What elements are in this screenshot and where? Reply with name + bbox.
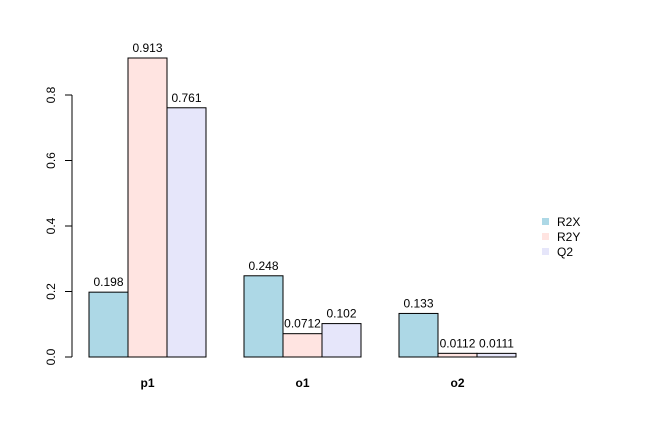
category-labels-group: p1 o1 o2 <box>140 376 464 390</box>
bars-group <box>88 57 517 358</box>
bar-value-label: 0.248 <box>248 259 278 273</box>
y-axis: 0.0 0.2 0.4 0.6 0.8 <box>44 86 73 365</box>
y-tick-label: 0.4 <box>44 217 58 234</box>
bar-q2-o2 <box>476 352 517 358</box>
bar-q2-o1 <box>321 323 362 358</box>
legend-swatch-q2 <box>542 248 549 255</box>
category-label-o2: o2 <box>450 376 464 390</box>
legend-label-r2y: R2Y <box>557 230 580 244</box>
legend-label-r2x: R2X <box>557 215 580 229</box>
y-tick-label: 0.2 <box>44 283 58 300</box>
bar-value-label: 0.102 <box>326 307 356 321</box>
bar-r2x-o2 <box>398 312 439 358</box>
bar-r2x-o1 <box>243 275 284 358</box>
bar-value-label: 0.0111 <box>479 336 514 350</box>
bar-value-label: 0.913 <box>132 41 162 55</box>
legend-label-q2: Q2 <box>557 245 573 259</box>
bar-value-label: 0.198 <box>93 275 123 289</box>
bar-r2y-o1 <box>282 333 323 358</box>
y-tick-label: 0.8 <box>44 86 58 103</box>
y-tick-label: 0.0 <box>44 348 58 365</box>
legend-swatch-r2x <box>542 218 549 225</box>
bar-r2x-p1 <box>88 291 129 358</box>
bar-value-label: 0.0112 <box>440 336 476 350</box>
bar-value-label: 0.761 <box>171 91 201 105</box>
bar-r2y-p1 <box>127 57 168 358</box>
bar-value-label: 0.133 <box>403 296 433 310</box>
bar-r2y-o2 <box>437 352 478 358</box>
legend-swatch-r2y <box>542 233 549 240</box>
category-label-o1: o1 <box>295 376 309 390</box>
category-label-p1: p1 <box>140 376 154 390</box>
bar-value-label: 0.0712 <box>284 317 321 331</box>
bar-labels-group: 0.198 0.913 0.761 0.248 0.0712 0.102 0.133 0.01… <box>93 41 514 350</box>
bar-q2-p1 <box>166 107 207 358</box>
y-tick-label: 0.6 <box>44 152 58 169</box>
